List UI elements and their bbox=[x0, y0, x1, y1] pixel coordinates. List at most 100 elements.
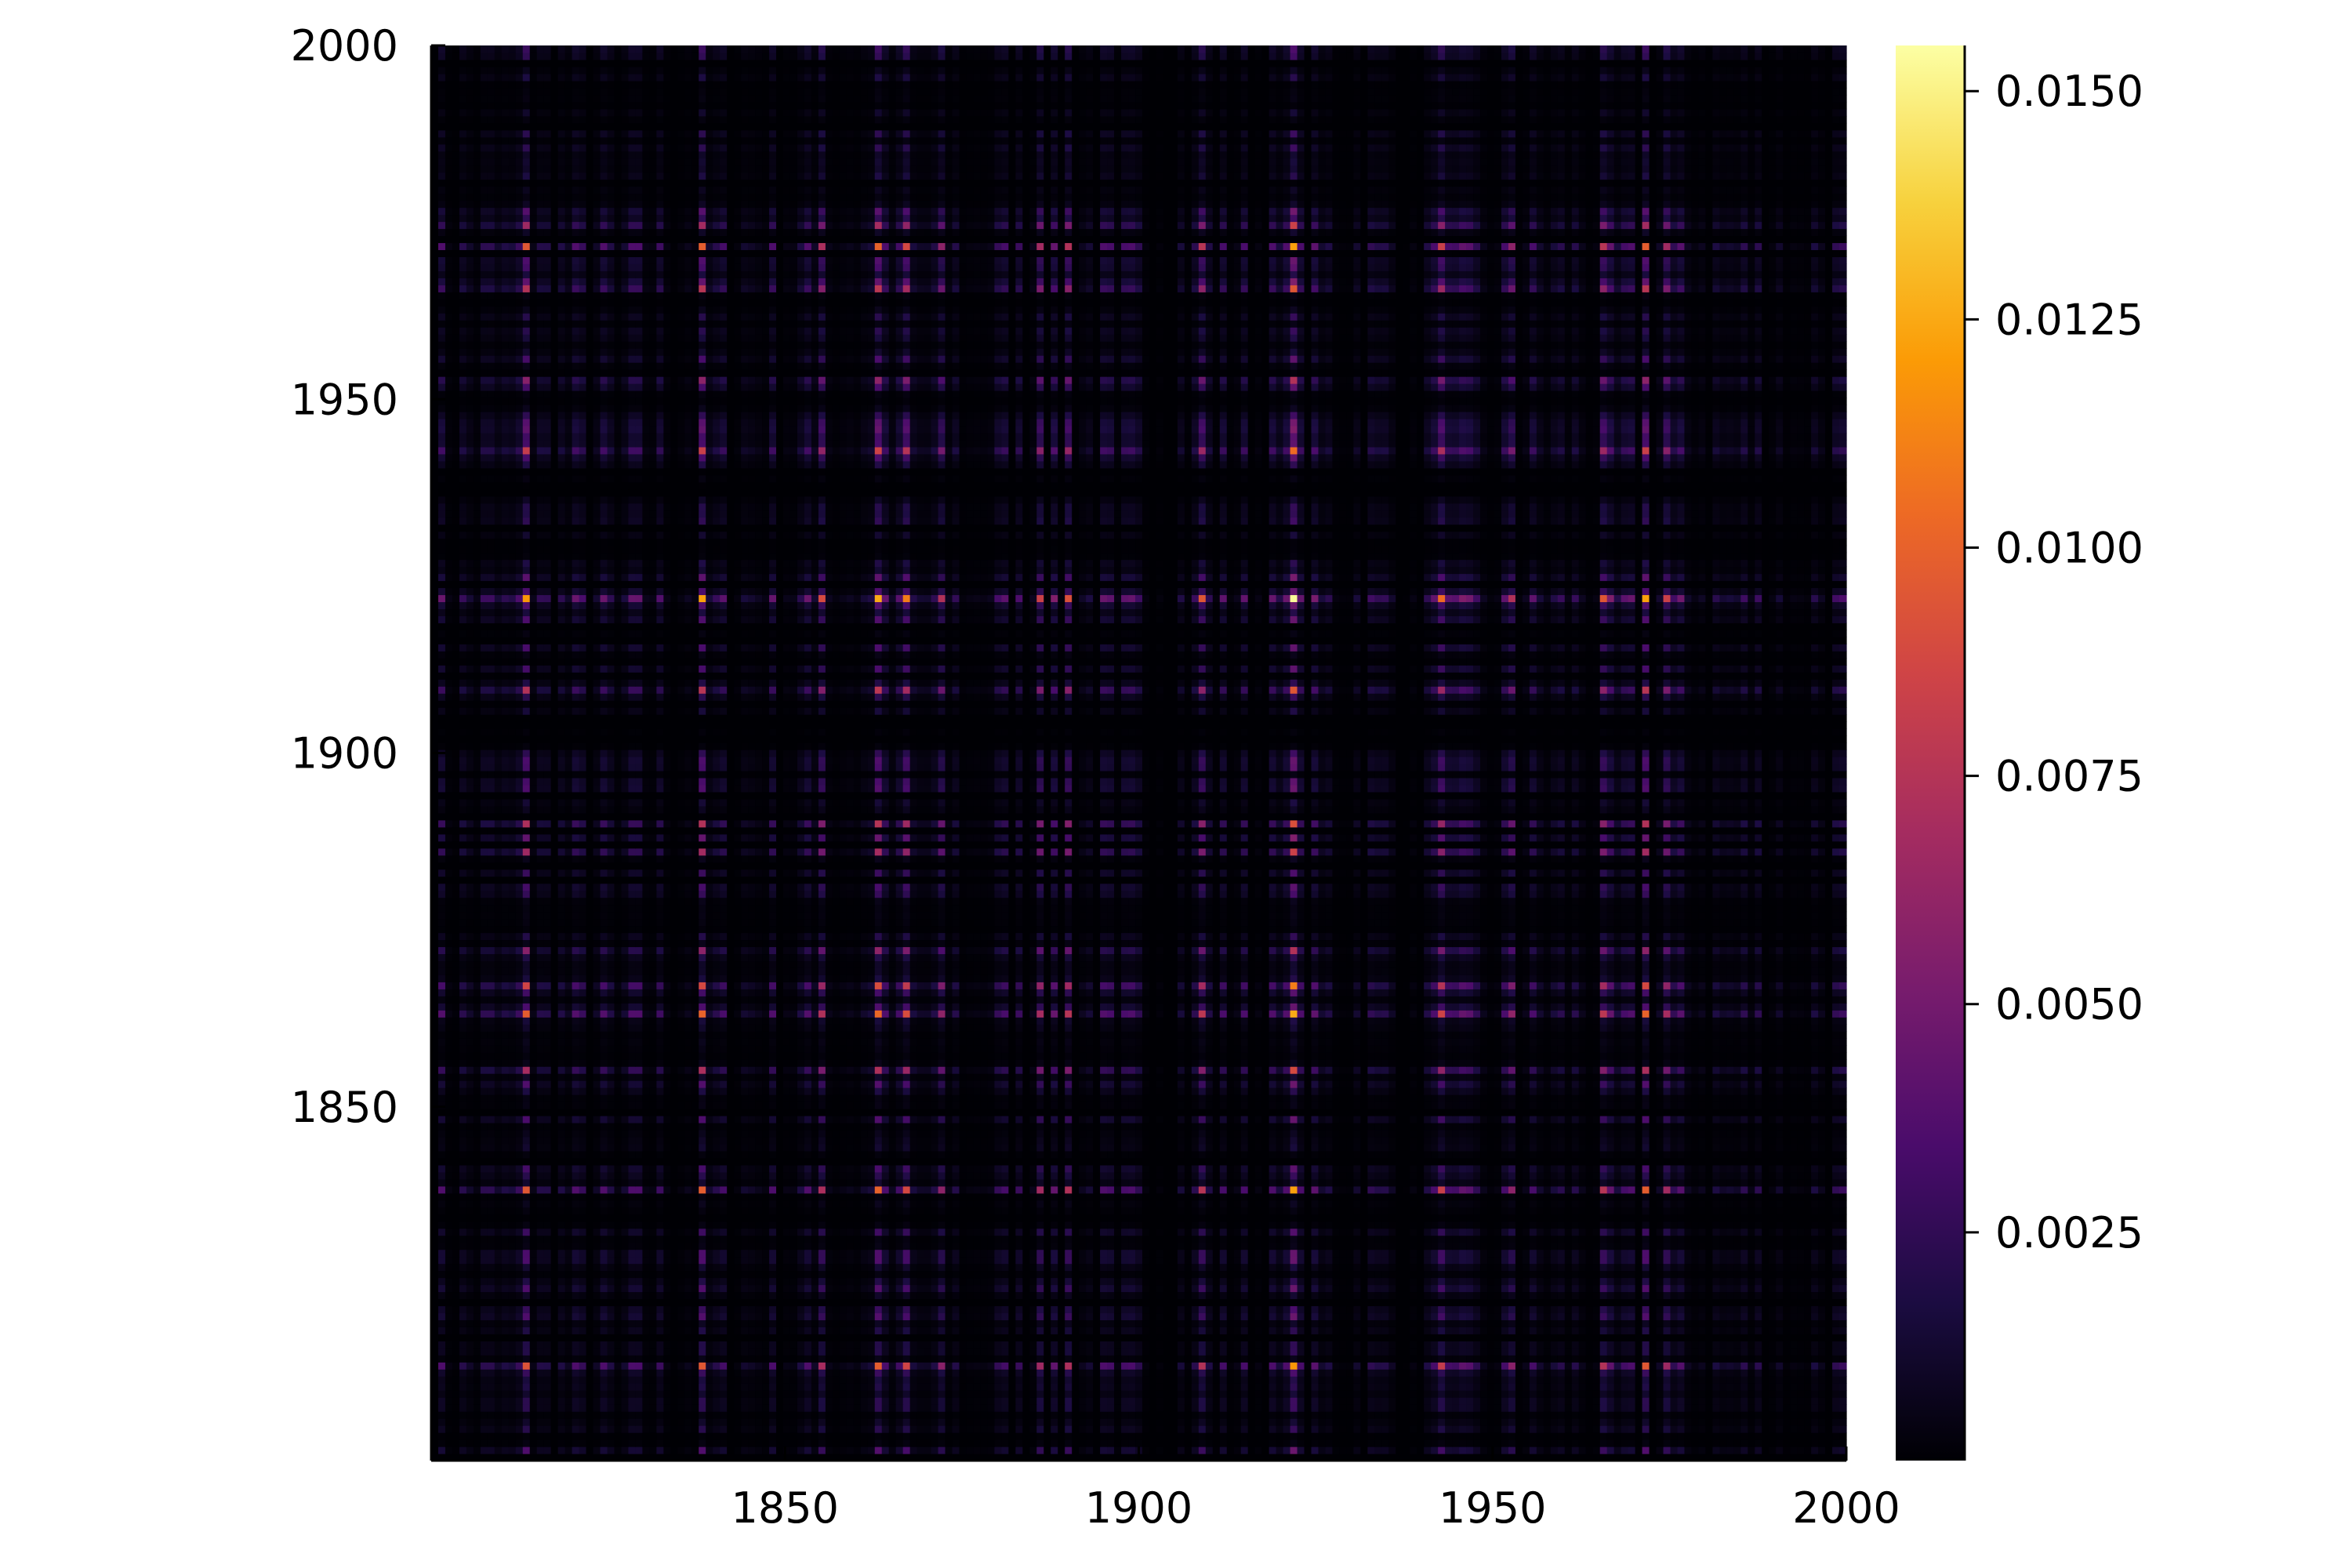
heatmap-cell bbox=[1501, 1390, 1509, 1398]
heatmap-cell bbox=[1536, 1432, 1544, 1440]
heatmap-cell bbox=[1022, 1355, 1030, 1363]
heatmap-cell bbox=[1494, 1425, 1502, 1433]
heatmap-cell bbox=[987, 1291, 996, 1300]
heatmap-cell bbox=[1205, 1439, 1214, 1447]
heatmap-cell bbox=[452, 1312, 460, 1320]
heatmap-cell bbox=[1825, 1348, 1833, 1356]
heatmap-cell bbox=[564, 1432, 573, 1440]
heatmap-cell bbox=[1198, 1376, 1207, 1384]
heatmap-cell bbox=[1606, 1425, 1615, 1433]
heatmap-cell bbox=[1410, 1327, 1417, 1334]
heatmap-cell bbox=[1790, 1341, 1798, 1348]
heatmap-cell bbox=[1550, 1446, 1559, 1454]
heatmap-cell bbox=[1332, 1454, 1341, 1461]
heatmap-cell bbox=[1233, 1305, 1242, 1314]
heatmap-cell bbox=[1585, 1397, 1594, 1405]
heatmap-cell bbox=[1297, 1454, 1305, 1461]
heatmap-cell bbox=[1480, 1334, 1488, 1341]
heatmap-cell bbox=[1276, 1327, 1284, 1334]
heatmap-cell bbox=[839, 1425, 848, 1433]
heatmap-cell bbox=[1557, 1383, 1566, 1391]
heatmap-cell bbox=[1599, 1319, 1608, 1327]
heatmap-cell bbox=[1058, 1404, 1065, 1412]
heatmap-cell bbox=[720, 1348, 728, 1356]
heatmap-cell bbox=[431, 1369, 439, 1377]
heatmap-cell bbox=[1599, 1411, 1608, 1419]
heatmap-cell bbox=[1839, 1439, 1847, 1447]
heatmap-cell bbox=[501, 1425, 510, 1433]
heatmap-cell bbox=[459, 1348, 467, 1356]
heatmap-cell bbox=[748, 1411, 756, 1419]
heatmap-cell bbox=[1726, 1390, 1734, 1398]
heatmap-cell bbox=[1008, 1411, 1016, 1419]
heatmap-cell bbox=[1065, 1348, 1073, 1356]
heatmap-cell bbox=[543, 1305, 552, 1314]
heatmap-cell bbox=[945, 1369, 953, 1377]
heatmap-cell bbox=[902, 1348, 911, 1356]
heatmap-cell bbox=[1818, 1404, 1826, 1412]
heatmap-cell bbox=[656, 1411, 664, 1419]
heatmap-cell bbox=[1621, 1411, 1629, 1419]
heatmap-cell bbox=[1564, 1362, 1573, 1370]
heatmap-cell bbox=[1149, 1305, 1157, 1314]
heatmap-cell bbox=[973, 1298, 982, 1307]
heatmap-cell bbox=[515, 1418, 524, 1426]
heatmap-cell bbox=[1797, 1341, 1805, 1348]
heatmap-cell bbox=[1247, 1327, 1256, 1334]
heatmap-cell bbox=[1233, 1362, 1242, 1370]
heatmap-cell bbox=[445, 1418, 453, 1426]
heatmap-cell bbox=[1311, 1454, 1319, 1461]
heatmap-cell bbox=[1212, 1341, 1221, 1348]
heatmap-cell bbox=[1677, 1454, 1686, 1461]
heatmap-cell bbox=[1613, 1411, 1622, 1419]
heatmap-cell bbox=[1029, 1327, 1037, 1334]
heatmap-cell bbox=[445, 1369, 453, 1377]
heatmap-cell bbox=[1022, 1334, 1030, 1341]
heatmap-cell bbox=[783, 1376, 791, 1384]
heatmap-cell bbox=[670, 1454, 678, 1461]
heatmap-cell bbox=[1261, 1376, 1270, 1384]
heatmap-cell bbox=[1592, 1411, 1601, 1419]
heatmap-cell bbox=[1191, 1446, 1200, 1454]
heatmap-cell bbox=[973, 1305, 982, 1314]
heatmap-cell bbox=[825, 1446, 833, 1454]
heatmap-cell bbox=[1663, 1404, 1671, 1412]
heatmap-cell bbox=[1163, 1418, 1171, 1426]
heatmap-cell bbox=[789, 1397, 798, 1405]
heatmap-cell bbox=[550, 1312, 559, 1320]
heatmap-cell bbox=[973, 1341, 982, 1348]
heatmap-cell bbox=[959, 1383, 967, 1391]
heatmap-cell bbox=[1543, 1376, 1552, 1384]
heatmap-cell bbox=[1184, 1432, 1192, 1440]
heatmap-cell bbox=[1121, 1397, 1129, 1405]
heatmap-cell bbox=[1212, 1284, 1221, 1293]
heatmap-cell bbox=[663, 1432, 671, 1440]
heatmap-cell bbox=[593, 1355, 601, 1363]
heatmap-cell bbox=[1353, 1348, 1361, 1356]
heatmap-cell bbox=[1501, 1319, 1509, 1327]
heatmap-cell bbox=[1163, 1319, 1171, 1327]
heatmap-cell bbox=[691, 1446, 699, 1454]
heatmap-cell bbox=[1501, 1348, 1509, 1356]
heatmap-cell bbox=[1740, 1432, 1748, 1440]
heatmap-cell bbox=[557, 1446, 566, 1454]
heatmap-cell bbox=[656, 1446, 664, 1454]
heatmap-cell bbox=[924, 1376, 932, 1384]
heatmap-cell bbox=[1184, 1341, 1192, 1348]
heatmap-cell bbox=[895, 1341, 904, 1348]
heatmap-cell bbox=[1410, 1348, 1417, 1356]
heatmap-cell bbox=[1487, 1397, 1495, 1405]
heatmap-cell bbox=[1684, 1404, 1693, 1412]
heatmap-cell bbox=[466, 1341, 474, 1348]
heatmap-cell bbox=[452, 1383, 460, 1391]
heatmap-cell bbox=[1550, 1362, 1559, 1370]
heatmap-cell bbox=[1501, 1404, 1509, 1412]
heatmap-cell bbox=[1297, 1334, 1305, 1341]
heatmap-cell bbox=[1261, 1312, 1270, 1320]
heatmap-cell bbox=[734, 1376, 742, 1384]
heatmap-cell bbox=[487, 1362, 495, 1370]
heatmap-cell bbox=[1776, 1376, 1784, 1384]
heatmap-cell bbox=[1058, 1397, 1065, 1405]
heatmap-cell bbox=[1184, 1425, 1192, 1433]
heatmap-cell bbox=[1501, 1327, 1509, 1334]
